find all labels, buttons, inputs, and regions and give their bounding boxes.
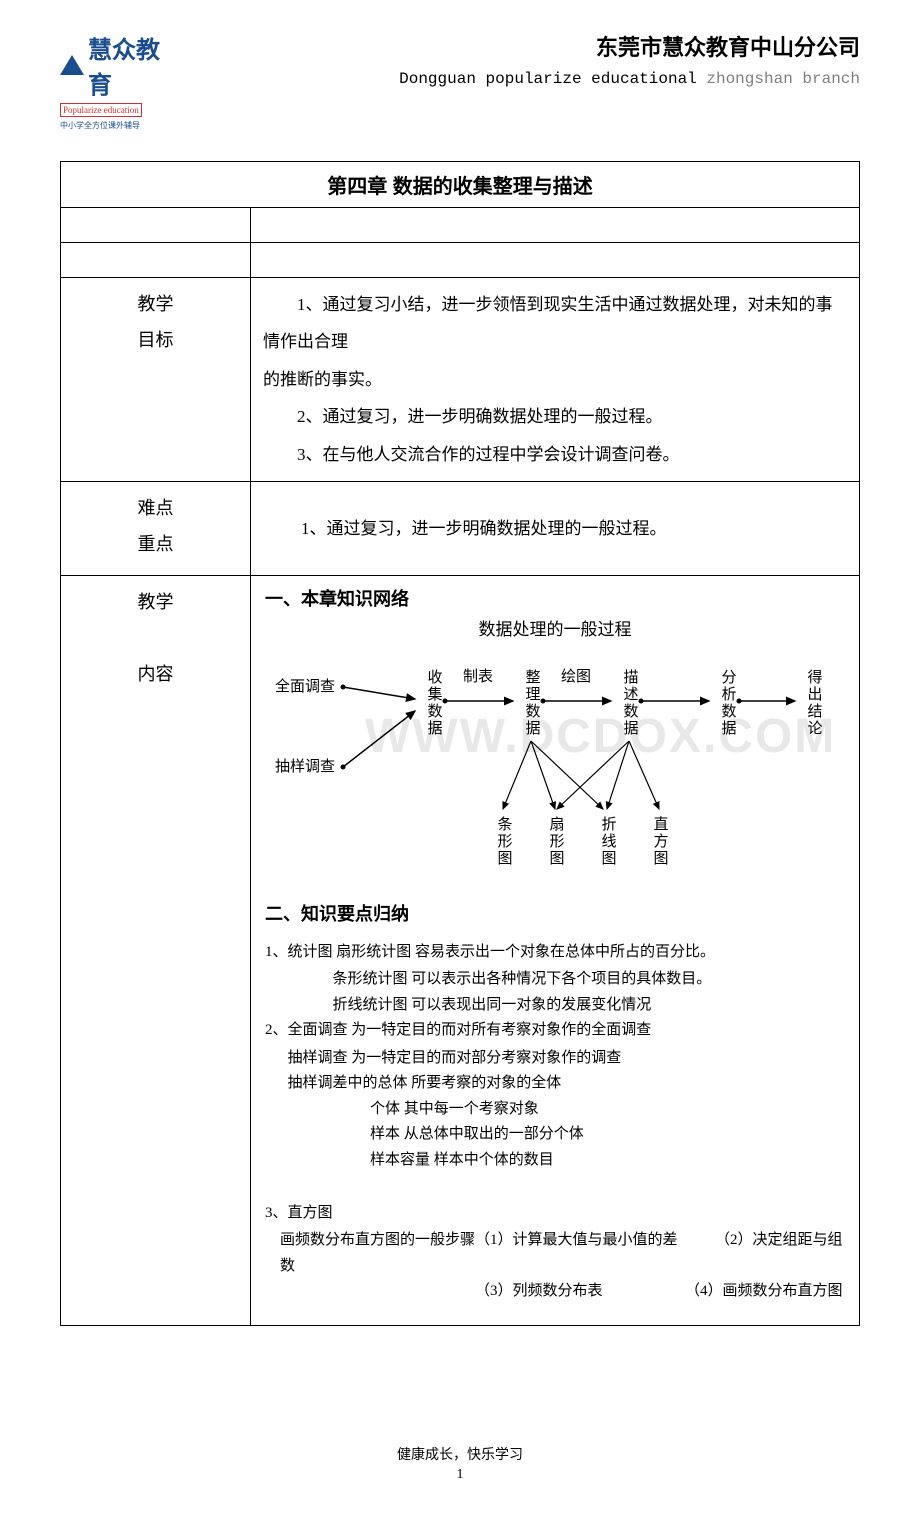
section2-title: 二、知识要点归纳	[265, 901, 845, 928]
node-analyze: 分析数据	[719, 669, 736, 737]
logo-icon: 慧众教育	[60, 30, 180, 100]
k-item: 折线统计图 可以表现出同一对象的发展变化情况	[333, 993, 846, 1019]
node-draw: 绘图	[561, 669, 591, 686]
node-full-survey: 全面调查	[275, 679, 335, 696]
chapter-title: 第四章 数据的收集整理与描述	[61, 162, 860, 208]
k-item: 条形统计图 可以表示出各种情况下各个项目的具体数目。	[333, 967, 846, 993]
page-header: 慧众教育 Popularize education 中小学全方位课外辅导 东莞市…	[60, 30, 860, 131]
k-item: 样本容量 样本中个体的数目	[370, 1148, 845, 1174]
k-spacer	[265, 1173, 845, 1199]
company-en-black: Dongguan popularize educational	[399, 70, 706, 88]
header-right: 东莞市慧众教育中山分公司 Dongguan popularize educati…	[200, 30, 860, 88]
empty-row-2	[61, 243, 860, 278]
company-name: 东莞市慧众教育中山分公司	[200, 30, 860, 62]
node-collect: 收集数据	[425, 669, 442, 737]
footer-slogan: 健康成长，快乐学习	[60, 1446, 860, 1466]
logo-subtitle: Popularize education	[60, 103, 142, 117]
node-pie: 扇形图	[547, 816, 564, 867]
diagram-title: 数据处理的一般过程	[265, 617, 845, 643]
knowledge-list: 1、统计图 扇形统计图 容易表示出一个对象在总体中所占的百分比。 条形统计图 可…	[265, 940, 845, 1305]
k-item: 个体 其中每一个考察对象	[370, 1097, 845, 1123]
k-item: 抽样调查 为一特定目的而对部分考察对象作的调查	[288, 1046, 846, 1072]
goals-content: 1、通过复习小结，进一步领悟到现实生活中通过数据处理，对未知的事情作出合理 的推…	[251, 278, 860, 482]
process-diagram: WWW.DCDOX.COM	[265, 651, 845, 891]
k-item: 抽样调差中的总体 所要考察的对象的全体	[288, 1071, 846, 1097]
node-bar: 条形图	[495, 816, 512, 867]
goal-item-1: 1、通过复习小结，进一步领悟到现实生活中通过数据处理，对未知的事情作出合理	[263, 286, 847, 361]
empty-row-1	[61, 208, 860, 243]
difficulty-label: 难点重点	[61, 481, 251, 575]
page-footer: 健康成长，快乐学习 1	[60, 1446, 860, 1485]
page-number: 1	[60, 1465, 860, 1485]
empty-cell	[61, 243, 251, 278]
k-item: 画频数分布直方图的一般步骤（1）计算最大值与最小值的差 （2）决定组距与组数	[280, 1228, 845, 1279]
logo: 慧众教育 Popularize education 中小学全方位课外辅导	[60, 30, 180, 131]
company-name-en: Dongguan popularize educational zhongsha…	[200, 70, 860, 88]
node-sample-survey: 抽样调查	[275, 759, 335, 776]
logo-triangle-icon	[60, 55, 84, 75]
node-line: 折线图	[599, 816, 616, 867]
node-organize: 整理数据	[523, 669, 540, 737]
goal-item-3: 3、在与他人交流合作的过程中学会设计调查问卷。	[263, 436, 847, 473]
logo-tagline: 中小学全方位课外辅导	[60, 120, 180, 131]
lesson-plan-table: 第四章 数据的收集整理与描述 教学目标 1、通过复习小结，进一步领悟到现实生活中…	[60, 161, 860, 1326]
goal-item-1b: 的推断的事实。	[263, 361, 847, 398]
node-describe: 描述数据	[621, 669, 638, 737]
difficulty-content: 1、通过复习，进一步明确数据处理的一般过程。	[251, 481, 860, 575]
company-en-gray: zhongshan branch	[706, 70, 860, 88]
node-hist: 直方图	[651, 816, 668, 867]
goal-item-2: 2、通过复习，进一步明确数据处理的一般过程。	[263, 398, 847, 435]
empty-cell	[251, 243, 860, 278]
k-item: 1、统计图 扇形统计图 容易表示出一个对象在总体中所占的百分比。	[265, 940, 845, 966]
k-item: 样本 从总体中取出的一部分个体	[370, 1122, 845, 1148]
k-item: （3）列频数分布表 （4）画频数分布直方图	[475, 1279, 845, 1305]
logo-text: 慧众教育	[88, 30, 180, 100]
empty-cell	[61, 208, 251, 243]
node-make-table: 制表	[463, 669, 493, 686]
content-cell: 一、本章知识网络 数据处理的一般过程 WWW.DCDOX.COM	[251, 576, 860, 1326]
difficulty-text: 1、通过复习，进一步明确数据处理的一般过程。	[267, 510, 843, 547]
goals-label: 教学目标	[61, 278, 251, 482]
k-item: 2、全面调查 为一特定目的而对所有考察对象作的全面调查	[265, 1018, 845, 1044]
node-conclude: 得出结论	[805, 669, 822, 737]
k-item: 3、直方图	[265, 1201, 845, 1227]
empty-cell	[251, 208, 860, 243]
section1-title: 一、本章知识网络	[265, 586, 845, 613]
content-label: 教学内容	[61, 576, 251, 1326]
